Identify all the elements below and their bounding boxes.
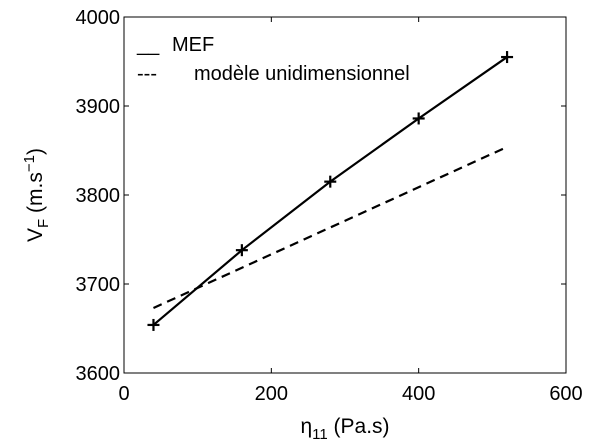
y-axis-title: VF (m.s−1) [21,148,52,242]
y-tick-label: 3800 [76,185,121,207]
x-axis-title: η11 (Pa.s) [300,415,389,443]
axis-ticks [123,16,567,374]
x-tick-label: 0 [118,383,129,405]
x-axis-unit: (Pa.s) [328,415,390,438]
data-point-marker [235,244,248,257]
series-layer [147,51,514,331]
legend-label-modele: modèle unidimensionnel [194,63,410,85]
data-point-marker [147,318,160,331]
tick-labels: 0 200 400 600 3600 3700 3800 3900 4000 [76,7,583,405]
x-tick-label: 400 [402,383,435,405]
x-tick-label: 600 [549,383,582,405]
series-line-modele-unidimensionnel [153,145,508,310]
y-tick-label: 3700 [76,274,121,296]
y-axis-unit-exponent: −1 [21,155,38,172]
y-axis-subscript: F [35,219,52,228]
x-axis-subscript: 11 [312,426,328,443]
legend-label-mef: MEF [172,34,214,56]
legend: __ MEF --- modèle unidimensionnel [136,34,410,85]
data-point-marker [501,51,514,64]
y-tick-label: 3600 [76,363,121,385]
y-axis-unit-suffix: ) [24,148,47,155]
x-tick-label: 200 [255,383,288,405]
legend-symbol-modele: --- [137,63,157,85]
y-axis-unit-prefix: (m.s [24,172,47,219]
legend-symbol-mef: __ [136,34,160,56]
data-point-marker [412,112,425,125]
x-axis-symbol: η [300,415,312,438]
plot-area [123,16,567,374]
y-tick-label: 3900 [76,96,121,118]
data-point-marker [324,175,337,188]
y-axis-symbol: V [24,228,47,242]
y-tick-label: 4000 [76,7,121,29]
